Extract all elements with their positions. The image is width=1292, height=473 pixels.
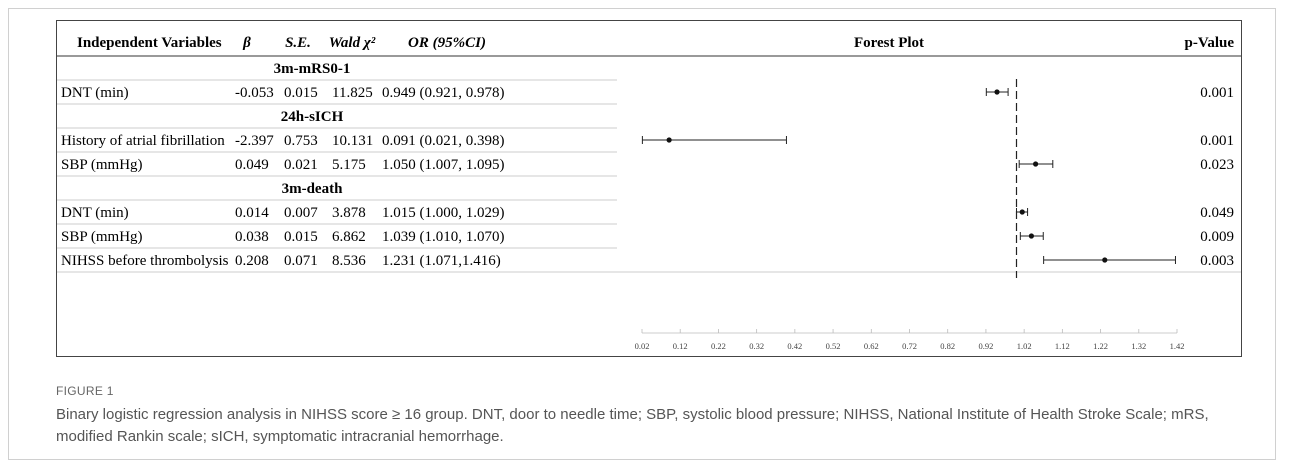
row-wald: 10.131 <box>332 133 373 149</box>
x-tick-label: 0.42 <box>787 341 802 351</box>
row-or-ci: 1.039 (1.010, 1.070) <box>382 229 505 245</box>
row-beta: 0.049 <box>235 157 269 173</box>
x-tick-label: 1.32 <box>1131 341 1146 351</box>
header-forest-plot: Forest Plot <box>854 35 924 51</box>
row-or-ci: 0.949 (0.921, 0.978) <box>382 85 505 101</box>
row-p-value: 0.001 <box>1200 133 1234 149</box>
row-se: 0.071 <box>284 253 318 269</box>
figure-label: FIGURE 1 <box>56 384 114 398</box>
x-tick-label: 0.92 <box>978 341 993 351</box>
row-or-ci: 1.050 (1.007, 1.095) <box>382 157 505 173</box>
row-wald: 3.878 <box>332 205 366 221</box>
row-se: 0.753 <box>284 133 318 149</box>
group-label: 3m-death <box>282 181 343 197</box>
row-beta: -0.053 <box>235 85 274 101</box>
group-label: 3m-mRS0-1 <box>274 61 351 77</box>
row-se: 0.007 <box>284 205 318 221</box>
header-se: S.E. <box>285 35 311 51</box>
row-p-value: 0.009 <box>1200 229 1234 245</box>
row-wald: 11.825 <box>332 85 373 101</box>
x-tick-label: 1.42 <box>1170 341 1185 351</box>
regression-table: Independent Variables β S.E. Wald χ² OR (95%… <box>56 20 1242 357</box>
row-variable: SBP (mmHg) <box>61 229 143 245</box>
row-beta: -2.397 <box>235 133 274 149</box>
row-p-value: 0.001 <box>1200 85 1234 101</box>
x-tick-label: 0.22 <box>711 341 726 351</box>
row-or-ci: 0.091 (0.021, 0.398) <box>382 133 505 149</box>
x-tick-label: 0.12 <box>673 341 688 351</box>
x-tick-label: 0.52 <box>826 341 841 351</box>
x-tick-label: 0.62 <box>864 341 879 351</box>
row-variable: NIHSS before thrombolysis <box>61 253 229 269</box>
row-variable: SBP (mmHg) <box>61 157 143 173</box>
row-wald: 8.536 <box>332 253 366 269</box>
row-variable: DNT (min) <box>61 85 129 101</box>
x-tick-label: 0.72 <box>902 341 917 351</box>
group-label: 24h-sICH <box>281 109 344 125</box>
row-variable: History of atrial fibrillation <box>61 133 225 149</box>
row-beta: 0.014 <box>235 205 269 221</box>
x-tick-label: 1.22 <box>1093 341 1108 351</box>
header-p-value: p-Value <box>1185 35 1235 51</box>
row-wald: 5.175 <box>332 157 366 173</box>
x-tick-label: 0.32 <box>749 341 764 351</box>
x-tick-label: 0.82 <box>940 341 955 351</box>
or-point <box>1019 209 1025 215</box>
row-se: 0.015 <box>284 85 318 101</box>
or-point <box>666 137 672 143</box>
row-se: 0.021 <box>284 157 318 173</box>
header-beta: β <box>242 35 251 51</box>
or-point <box>994 89 1000 95</box>
row-p-value: 0.023 <box>1200 157 1234 173</box>
forest-table-svg: Independent Variables β S.E. Wald χ² OR (95%… <box>57 35 1241 351</box>
row-p-value: 0.049 <box>1200 205 1234 221</box>
or-point <box>1028 233 1035 239</box>
x-tick-label: 1.12 <box>1055 341 1070 351</box>
row-or-ci: 1.015 (1.000, 1.029) <box>382 205 505 221</box>
or-point <box>1102 257 1108 263</box>
row-beta: 0.208 <box>235 253 269 269</box>
header-wald: Wald χ² <box>329 35 376 51</box>
figure-frame <box>8 8 1276 460</box>
row-or-ci: 1.231 (1.071,1.416) <box>382 253 501 269</box>
row-variable: DNT (min) <box>61 205 129 221</box>
row-beta: 0.038 <box>235 229 269 245</box>
figure-caption: Binary logistic regression analysis in N… <box>56 406 1209 445</box>
or-point <box>1033 161 1039 167</box>
row-wald: 6.862 <box>332 229 366 245</box>
header-or: OR (95%CI) <box>408 35 486 51</box>
header-variables: Independent Variables <box>77 35 222 51</box>
x-tick-label: 1.02 <box>1017 341 1032 351</box>
x-tick-label: 0.02 <box>635 341 650 351</box>
row-se: 0.015 <box>284 229 318 245</box>
row-p-value: 0.003 <box>1200 253 1234 269</box>
